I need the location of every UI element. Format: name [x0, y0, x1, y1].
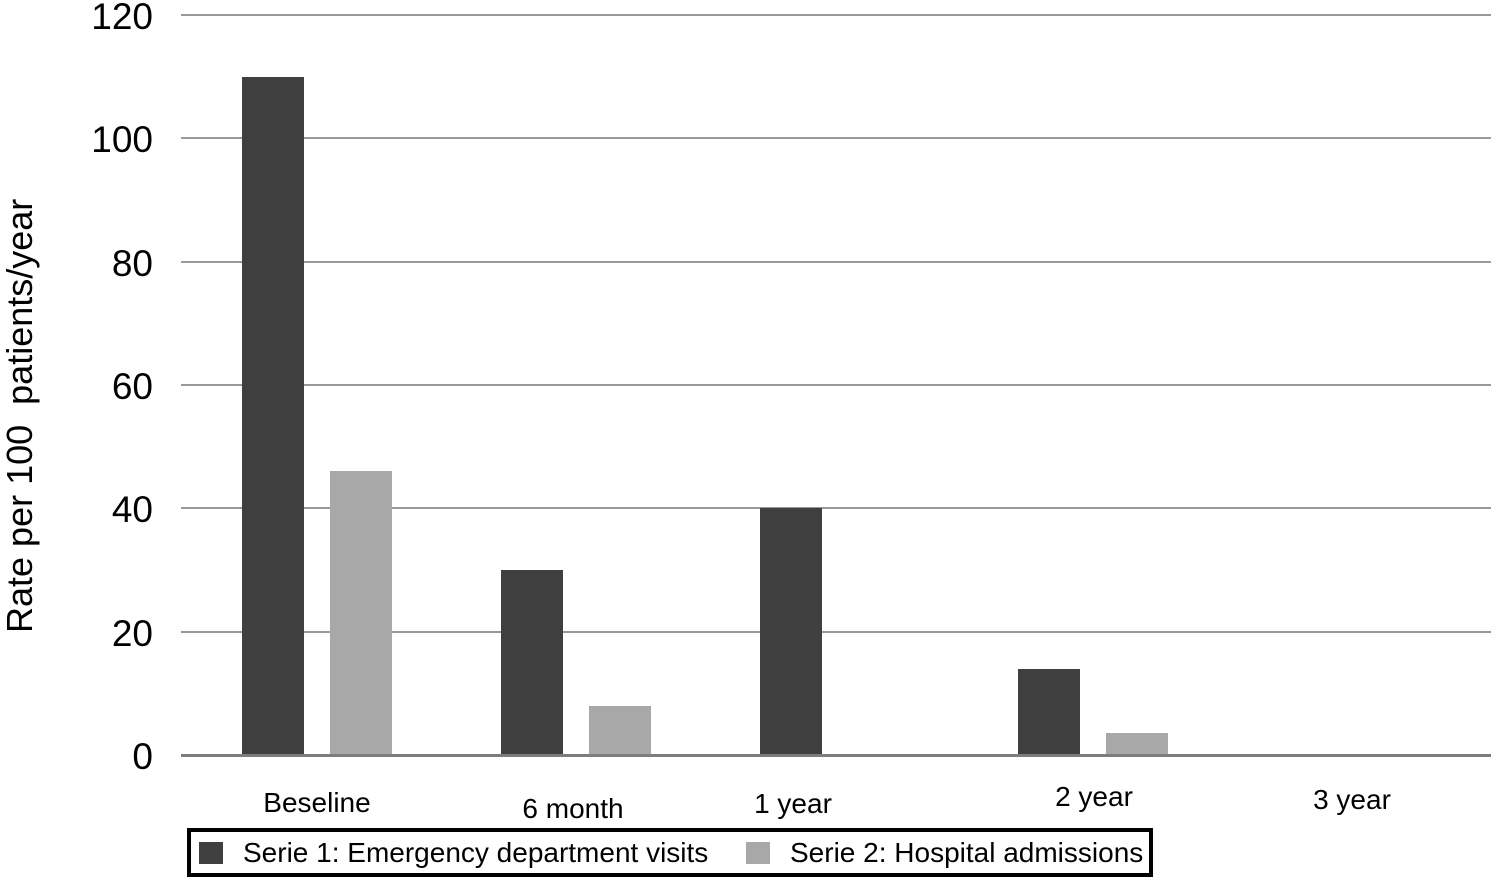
x-axis-label-beseline: Beseline	[263, 787, 371, 818]
bar-serie1-1-year	[760, 508, 822, 755]
x-axis-label-6-month: 6 month	[522, 793, 624, 824]
bar-serie2-2-year	[1106, 733, 1168, 755]
bar-serie2-beseline	[330, 471, 392, 755]
y-tick-label-80: 80	[111, 243, 153, 284]
bar-serie1-2-year	[1018, 669, 1080, 755]
x-axis-label-2-year: 2 year	[1055, 781, 1133, 812]
bar-serie1-6-month	[501, 570, 563, 755]
legend-label-serie2: Serie 2: Hospital admissions	[790, 836, 1144, 868]
legend-label-serie1: Serie 1: Emergency department visits	[243, 836, 709, 868]
y-tick-label-60: 60	[111, 366, 153, 407]
gridline-y100	[181, 137, 1491, 139]
bar-serie2-6-month	[589, 706, 651, 755]
x-axis-baseline	[181, 754, 1491, 757]
y-tick-label-120: 120	[91, 0, 153, 37]
legend-swatch-serie1	[199, 841, 223, 864]
legend-item-serie2: Serie 2: Hospital admissions	[746, 832, 1143, 873]
bar-serie1-beseline	[242, 77, 304, 755]
x-axis-label-3-year: 3 year	[1313, 784, 1391, 815]
gridline-y60	[181, 384, 1491, 386]
gridline-y20	[181, 631, 1491, 633]
legend-swatch-serie2	[746, 841, 770, 864]
y-tick-label-100: 100	[91, 119, 153, 160]
y-tick-label-40: 40	[111, 489, 153, 530]
gridline-y40	[181, 507, 1491, 509]
y-tick-label-0: 0	[132, 736, 153, 777]
y-tick-label-20: 20	[111, 613, 153, 654]
gridline-y80	[181, 261, 1491, 263]
gridline-y120	[181, 14, 1491, 16]
chart-legend: Serie 1: Emergency department visits Ser…	[187, 828, 1153, 877]
x-axis-label-1-year: 1 year	[754, 788, 832, 819]
legend-item-serie1: Serie 1: Emergency department visits	[199, 832, 708, 873]
